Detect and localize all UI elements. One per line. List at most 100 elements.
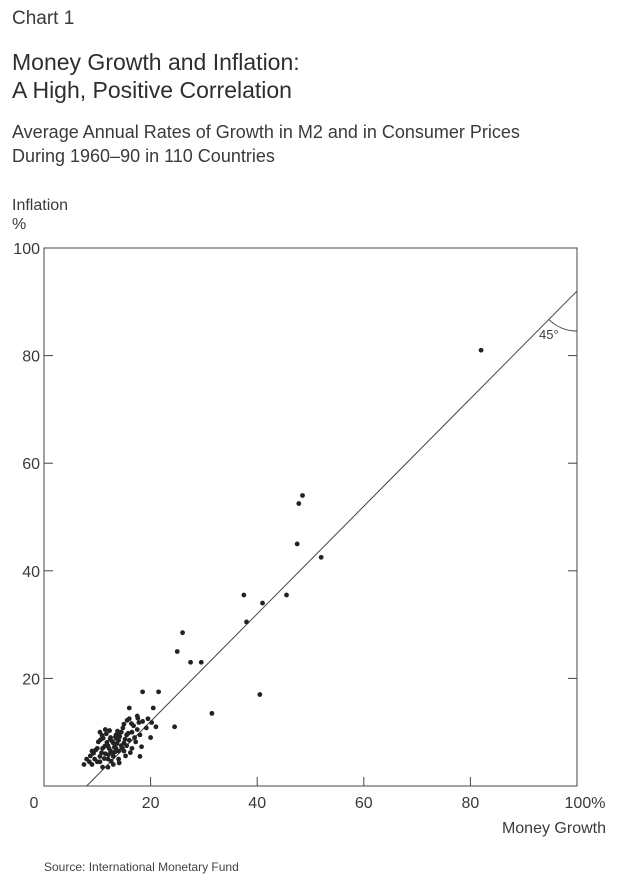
data-point: [294, 541, 300, 547]
data-point: [116, 756, 122, 762]
data-point: [244, 619, 249, 625]
data-point: [145, 716, 151, 722]
data-point: [137, 732, 143, 738]
x-tick-label: 80: [462, 795, 480, 812]
data-point: [116, 748, 122, 754]
data-point: [84, 756, 90, 762]
data-point: [140, 689, 146, 695]
data-point: [102, 743, 108, 749]
data-point: [136, 720, 142, 725]
data-point: [296, 501, 302, 506]
y-tick-label: 100: [13, 241, 40, 258]
data-point: [94, 759, 100, 765]
y-axis-label: Inflation %: [12, 196, 68, 234]
data-point: [91, 750, 96, 756]
data-point: [103, 731, 109, 737]
data-point: [126, 705, 132, 711]
data-point: [121, 721, 127, 727]
data-point: [107, 728, 112, 733]
chart-subtitle-line-2: During 1960–90 in 110 Countries: [12, 146, 275, 166]
data-point: [129, 745, 135, 751]
y-tick-label: 20: [22, 671, 40, 688]
data-point: [135, 715, 141, 721]
reference-line-45: [86, 290, 578, 787]
data-point: [143, 725, 149, 731]
data-point: [116, 760, 122, 766]
data-point: [125, 730, 131, 736]
data-point: [108, 758, 114, 764]
data-point: [260, 600, 265, 606]
data-point: [81, 762, 87, 767]
data-point: [129, 721, 134, 726]
data-point: [188, 659, 193, 665]
chart-title: Money Growth and Inflation: A High, Posi…: [12, 48, 300, 104]
y-axis-title: Inflation: [12, 197, 69, 214]
data-point: [107, 736, 113, 742]
data-point: [101, 756, 107, 761]
data-point: [241, 592, 247, 598]
data-point: [257, 692, 263, 697]
chart-subtitle-line-1: Average Annual Rates of Growth in M2 and…: [12, 122, 520, 142]
data-point: [99, 750, 104, 756]
data-point: [198, 659, 204, 665]
data-point: [87, 753, 93, 759]
x-tick-label: 0: [30, 795, 39, 812]
data-point: [149, 720, 155, 725]
data-point: [156, 689, 161, 695]
data-point: [122, 736, 128, 742]
data-point: [129, 729, 135, 735]
data-point: [140, 719, 146, 724]
data-point: [113, 734, 118, 740]
data-point: [104, 740, 110, 745]
chart-title-line-2: A High, Positive Correlation: [12, 77, 292, 103]
data-point: [119, 745, 125, 751]
data-point: [100, 764, 106, 770]
angle-arc: [548, 318, 578, 332]
data-point: [318, 554, 324, 560]
data-point: [134, 727, 140, 732]
data-point: [148, 735, 154, 740]
y-axis-unit: %: [12, 216, 27, 233]
data-point: [106, 745, 112, 751]
data-point: [99, 733, 105, 738]
data-point: [209, 710, 215, 716]
y-tick-label: 40: [22, 564, 40, 581]
data-point: [300, 493, 305, 498]
data-point: [137, 754, 143, 759]
x-tick-label: 100%: [565, 795, 606, 812]
data-point: [284, 592, 289, 598]
x-axis-label: Money Growth: [501, 820, 606, 837]
data-point: [124, 743, 130, 749]
data-point: [133, 739, 139, 745]
data-point: [126, 737, 132, 743]
data-point: [97, 754, 103, 759]
data-point: [139, 744, 144, 750]
data-point: [105, 764, 111, 770]
chart-label: Chart 1: [12, 8, 75, 29]
x-tick-label: 60: [355, 795, 373, 812]
source-note: Source: International Monetary Fund: [44, 860, 239, 874]
x-tick-label: 40: [248, 795, 266, 812]
data-point: [127, 750, 133, 756]
data-point: [180, 630, 185, 636]
data-point: [102, 727, 108, 732]
data-point: [120, 725, 126, 731]
data-point: [174, 649, 180, 654]
data-point: [150, 705, 156, 711]
x-tick-label: 20: [142, 795, 160, 812]
data-point: [112, 749, 118, 755]
chart-subtitle: Average Annual Rates of Growth in M2 and…: [12, 120, 520, 168]
data-point: [98, 737, 103, 743]
data-point: [124, 717, 130, 723]
data-point: [153, 724, 159, 730]
data-point: [114, 741, 120, 746]
chart-title-line-1: Money Growth and Inflation:: [12, 49, 300, 75]
y-tick-label: 60: [22, 456, 40, 473]
data-point: [111, 744, 117, 750]
angle-label: 45°: [539, 327, 559, 342]
data-point: [89, 762, 95, 767]
data-point: [106, 752, 111, 758]
data-point: [132, 735, 138, 740]
data-point: [172, 724, 177, 730]
